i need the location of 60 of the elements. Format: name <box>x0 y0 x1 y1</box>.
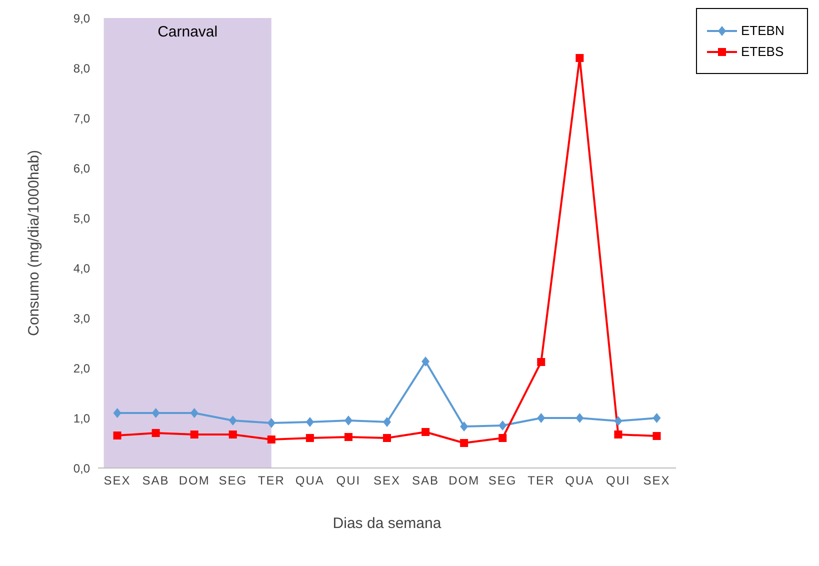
x-axis-title: Dias da semana <box>332 515 442 532</box>
band-label: Carnaval <box>158 24 218 41</box>
x-tick-label: TER <box>258 474 285 488</box>
y-tick-label: 1,0 <box>73 411 90 426</box>
legend-label: ETEBS <box>741 44 784 59</box>
y-tick-label: 2,0 <box>73 361 90 376</box>
point <box>152 429 160 437</box>
point <box>344 433 352 441</box>
point <box>576 413 584 423</box>
x-tick-label: SEX <box>104 474 131 488</box>
point <box>498 420 507 430</box>
y-tick-label: 3,0 <box>73 311 90 326</box>
x-tick-label: QUI <box>606 474 630 488</box>
point <box>267 436 276 444</box>
x-tick-label: SAB <box>142 474 170 488</box>
x-tick-label: SEG <box>488 474 517 488</box>
point <box>652 432 661 440</box>
x-tick-label: TER <box>528 474 555 488</box>
point <box>228 430 237 438</box>
y-tick-label: 9,0 <box>73 11 90 26</box>
point <box>267 418 276 428</box>
x-tick-label: SEX <box>373 474 401 488</box>
point <box>498 434 507 442</box>
point <box>344 416 352 426</box>
point <box>576 54 584 62</box>
y-tick-label: 0,0 <box>73 461 90 476</box>
point <box>537 413 546 423</box>
point <box>306 417 314 427</box>
point <box>422 356 430 366</box>
y-tick-label: 4,0 <box>73 261 90 276</box>
y-tick-label: 7,0 <box>73 111 90 126</box>
point <box>652 413 661 423</box>
point <box>113 408 122 418</box>
x-tick-label: QUI <box>336 474 361 488</box>
x-tick-label: DOM <box>178 474 210 488</box>
point <box>113 432 122 440</box>
point <box>460 439 468 447</box>
x-tick-label: SAB <box>412 474 440 488</box>
point <box>190 430 198 438</box>
point <box>460 422 468 432</box>
point <box>228 416 237 426</box>
point <box>614 430 622 438</box>
x-tick-label: SEX <box>643 474 670 488</box>
point <box>422 428 430 436</box>
point <box>383 434 391 442</box>
legend-label: ETEBN <box>741 23 784 38</box>
point <box>190 408 198 418</box>
y-tick-label: 8,0 <box>73 61 90 76</box>
y-tick-label: 6,0 <box>73 161 90 176</box>
point <box>152 408 160 418</box>
x-tick-label: QUA <box>565 474 594 488</box>
x-tick-label: SEG <box>218 474 248 488</box>
y-axis-title: Consumo (mg/dia/1000hab) <box>25 150 42 336</box>
point <box>537 358 546 366</box>
point <box>383 417 391 427</box>
y-tick-label: 5,0 <box>73 211 90 226</box>
x-tick-label: QUA <box>295 474 324 488</box>
x-tick-label: DOM <box>448 474 480 488</box>
point <box>614 416 622 426</box>
point <box>306 434 314 442</box>
